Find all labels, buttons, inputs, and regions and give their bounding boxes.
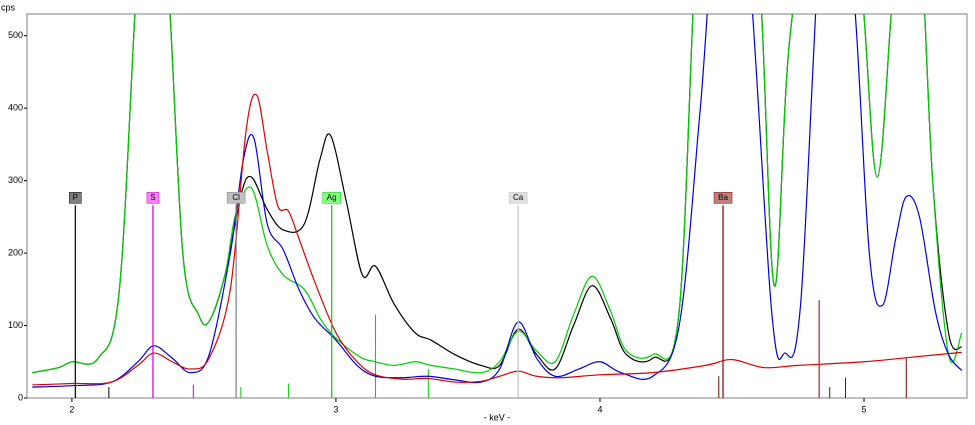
element-label-box (69, 192, 82, 204)
plot-area (26, 13, 968, 399)
element-label-box (508, 192, 528, 204)
y-tick-label: 200 (8, 247, 23, 257)
y-tick-label: 400 (8, 103, 23, 113)
x-tick-label: 4 (597, 404, 602, 414)
element-label: Ba (718, 193, 728, 202)
element-label: P (73, 193, 78, 202)
y-tick-label: 100 (8, 320, 23, 330)
element-label: Cl (232, 193, 240, 202)
element-label: S (150, 193, 155, 202)
y-tick-label: 300 (8, 175, 23, 185)
y-unit: cps (1, 2, 16, 12)
element-label: Ag (327, 193, 337, 202)
y-tick-label: 500 (8, 30, 23, 40)
element-label: Ca (513, 193, 524, 202)
spectrum-line (32, 93, 962, 386)
y-tick-label: 0 (18, 392, 23, 402)
element-label-box (322, 192, 341, 204)
element-label-box (226, 192, 246, 204)
x-tick-label: 2 (69, 404, 74, 414)
element-label-box (713, 192, 733, 204)
x-axis-label: - keV - (484, 412, 511, 422)
element-label-box (146, 192, 160, 204)
x-tick-label: 3 (333, 404, 338, 414)
spectrum-line (32, 14, 963, 374)
x-tick-label: 5 (862, 404, 867, 414)
